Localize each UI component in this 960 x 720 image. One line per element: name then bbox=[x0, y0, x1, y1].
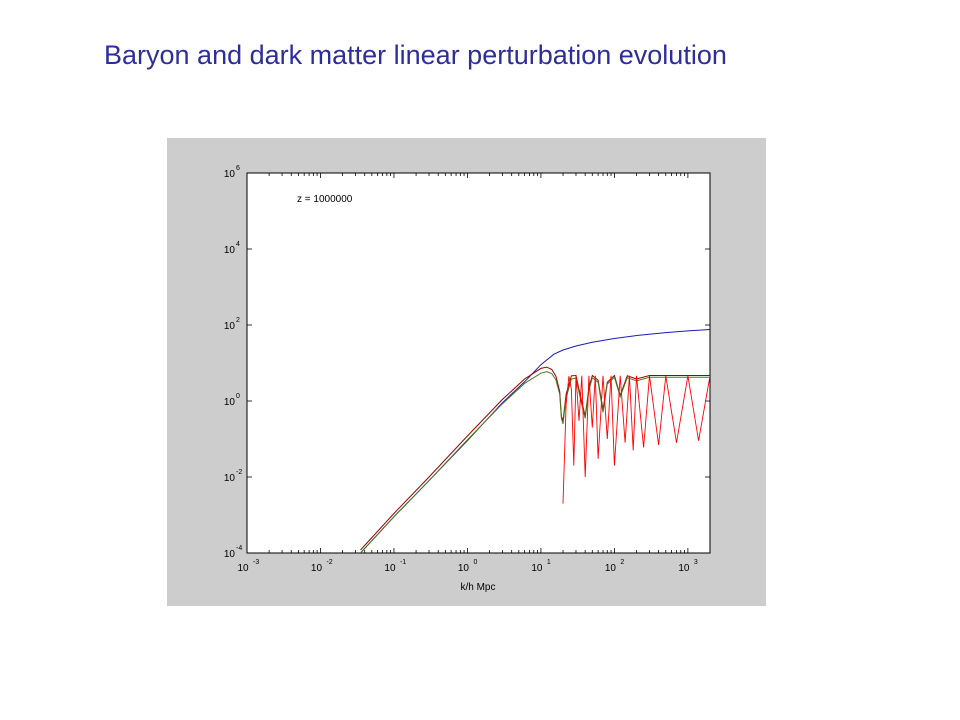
y-tick-label: 10 bbox=[224, 397, 236, 408]
y-tick-label: 10 bbox=[224, 169, 236, 180]
x-tick-exponent: 0 bbox=[473, 559, 477, 566]
x-tick-label: 10 bbox=[531, 563, 543, 574]
x-tick-exponent: -2 bbox=[326, 559, 332, 566]
x-tick-exponent: -3 bbox=[253, 559, 259, 566]
x-tick-exponent: 1 bbox=[547, 559, 551, 566]
plot-area bbox=[246, 172, 711, 554]
slide-title: Baryon and dark matter linear perturbati… bbox=[104, 40, 727, 70]
series-line-4 bbox=[562, 375, 710, 504]
y-tick-exponent: 0 bbox=[236, 393, 240, 400]
y-tick-label: 10 bbox=[224, 473, 236, 484]
x-tick-label: 10 bbox=[311, 563, 323, 574]
labels-layer: 10-310-210-110010110210310-410-210010210… bbox=[224, 165, 698, 574]
y-tick-label: 10 bbox=[224, 245, 236, 256]
x-tick-exponent: -1 bbox=[400, 559, 406, 566]
chart-annotation: z = 1000000 bbox=[297, 194, 353, 205]
y-tick-exponent: 6 bbox=[236, 165, 240, 172]
x-tick-exponent: 2 bbox=[620, 559, 624, 566]
x-axis-label: k/h Mpc bbox=[460, 582, 495, 593]
x-tick-label: 10 bbox=[458, 563, 470, 574]
ticks-layer bbox=[246, 172, 711, 554]
y-tick-label: 10 bbox=[224, 321, 236, 332]
chart-svg: 10-310-210-110010110210310-410-210010210… bbox=[224, 165, 711, 593]
y-tick-exponent: 4 bbox=[236, 241, 240, 248]
figure-panel: 10 -3 10 -2 10 -1 10 0 10 1 10 2 10 3 10 -4 10 -2 10 0 10 2 10… bbox=[167, 138, 766, 606]
x-tick-exponent: 3 bbox=[694, 559, 698, 566]
x-tick-label: 10 bbox=[605, 563, 617, 574]
x-tick-label: 10 bbox=[237, 563, 249, 574]
y-tick-exponent: -4 bbox=[236, 545, 242, 552]
x-tick-label: 10 bbox=[678, 563, 690, 574]
y-tick-exponent: 2 bbox=[236, 317, 240, 324]
x-tick-label: 10 bbox=[384, 563, 396, 574]
series-layer bbox=[360, 329, 710, 553]
y-tick-label: 10 bbox=[224, 549, 236, 560]
y-tick-exponent: -2 bbox=[236, 469, 242, 476]
